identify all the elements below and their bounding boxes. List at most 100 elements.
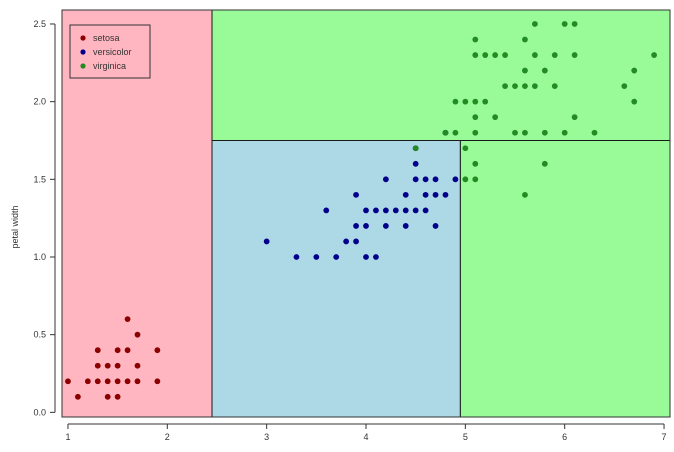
point-virginica-42 (631, 98, 638, 105)
point-versicolor-15 (382, 207, 389, 214)
y-tick-label-2.5: 2.5 (33, 19, 46, 29)
point-versicolor-11 (363, 207, 369, 214)
point-virginica-12 (472, 52, 479, 58)
point-versicolor-18 (402, 223, 409, 229)
point-virginica-9 (472, 129, 479, 136)
point-virginica-23 (522, 129, 528, 136)
region-versicolor-1 (211, 139, 461, 418)
point-versicolor-6 (353, 238, 359, 245)
point-setosa-17 (134, 362, 141, 369)
x-tick-label-6: 6 (562, 432, 567, 442)
point-virginica-22 (522, 191, 528, 198)
point-versicolor-21 (412, 207, 419, 214)
point-versicolor-25 (422, 191, 429, 198)
point-virginica-7 (472, 176, 479, 183)
point-virginica-28 (531, 52, 538, 58)
y-tick-label-0.5: 0.5 (33, 330, 46, 340)
y-tick-label-1: 1.0 (33, 252, 46, 262)
plot-frame (61, 9, 671, 418)
point-setosa-16 (134, 378, 141, 385)
legend-marker-versicolor (80, 49, 86, 55)
point-setosa-11 (114, 362, 121, 369)
legend-marker-setosa (80, 35, 86, 41)
point-virginica-19 (502, 52, 508, 58)
point-setosa-9 (114, 393, 121, 400)
point-virginica-18 (502, 83, 508, 90)
point-setosa-4 (94, 362, 101, 369)
data-points (65, 21, 658, 400)
point-setosa-13 (124, 378, 131, 385)
point-virginica-16 (492, 114, 499, 121)
point-virginica-1 (442, 129, 449, 136)
x-tick-label-1: 1 (65, 432, 70, 442)
point-virginica-41 (621, 83, 628, 90)
y-tick-label-0: 0.0 (33, 407, 46, 417)
point-versicolor-29 (432, 176, 439, 183)
x-tick-label-5: 5 (463, 432, 468, 442)
point-virginica-8 (472, 160, 479, 167)
x-tick-label-3: 3 (264, 432, 269, 442)
point-virginica-32 (541, 67, 548, 74)
axes: 1 2 3 4 5 6 7 0.0 0.5 1.0 1.5 2.0 2.5 (33, 9, 671, 442)
point-virginica-24 (522, 83, 528, 90)
point-setosa-6 (104, 393, 111, 400)
point-versicolor-7 (353, 223, 359, 229)
point-versicolor-12 (373, 254, 379, 260)
point-versicolor-10 (363, 223, 369, 229)
point-virginica-14 (482, 98, 489, 105)
point-virginica-27 (531, 83, 538, 90)
legend-label-versicolor: versicolor (93, 47, 132, 57)
x-tick-label-4: 4 (363, 432, 368, 442)
point-versicolor-22 (412, 176, 419, 183)
point-virginica-20 (512, 129, 518, 136)
legend-box (69, 24, 151, 79)
point-versicolor-3 (323, 207, 330, 214)
legend-marker-virginica (80, 63, 86, 69)
point-virginica-11 (472, 98, 479, 105)
point-virginica-37 (571, 114, 578, 121)
point-virginica-13 (472, 36, 479, 43)
legend: setosa versicolor virginica (69, 24, 151, 79)
x-tick-label-7: 7 (662, 432, 667, 442)
point-versicolor-0 (263, 238, 270, 245)
point-versicolor-1 (293, 254, 300, 260)
point-setosa-20 (154, 347, 161, 354)
point-versicolor-30 (442, 191, 449, 198)
legend-label-setosa: setosa (93, 33, 120, 43)
point-virginica-2 (452, 129, 459, 136)
point-setosa-15 (124, 316, 131, 323)
point-versicolor-26 (422, 176, 429, 183)
point-setosa-2 (84, 378, 91, 385)
point-virginica-17 (492, 52, 499, 58)
point-versicolor-14 (382, 223, 389, 229)
y-axis-title: petal width (10, 205, 20, 248)
point-virginica-36 (561, 21, 568, 27)
point-virginica-25 (522, 67, 528, 74)
point-versicolor-8 (353, 191, 359, 198)
point-versicolor-9 (363, 254, 369, 260)
point-setosa-5 (94, 347, 101, 354)
point-setosa-19 (154, 378, 161, 385)
y-tick-label-1.5: 1.5 (33, 174, 46, 184)
point-virginica-26 (522, 36, 528, 43)
point-versicolor-17 (392, 207, 399, 214)
point-setosa-18 (134, 331, 141, 338)
point-virginica-43 (631, 67, 638, 74)
point-virginica-3 (452, 98, 459, 105)
point-virginica-10 (472, 114, 479, 121)
point-versicolor-20 (402, 191, 409, 198)
point-virginica-31 (541, 129, 548, 136)
region-virginica-3 (211, 9, 671, 141)
point-virginica-21 (512, 83, 518, 90)
point-versicolor-13 (373, 207, 379, 214)
point-virginica-5 (462, 145, 469, 152)
point-virginica-29 (531, 21, 538, 27)
point-setosa-1 (74, 393, 81, 400)
decision-regions (61, 9, 671, 418)
region-virginica-2 (459, 139, 671, 418)
point-setosa-12 (114, 347, 121, 354)
point-virginica-6 (462, 98, 469, 105)
legend-label-virginica: virginica (93, 61, 126, 71)
point-setosa-7 (104, 378, 111, 385)
